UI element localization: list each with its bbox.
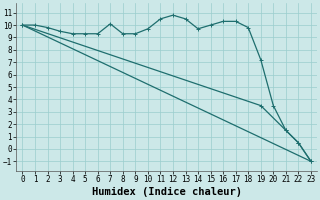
X-axis label: Humidex (Indice chaleur): Humidex (Indice chaleur) [92, 187, 242, 197]
